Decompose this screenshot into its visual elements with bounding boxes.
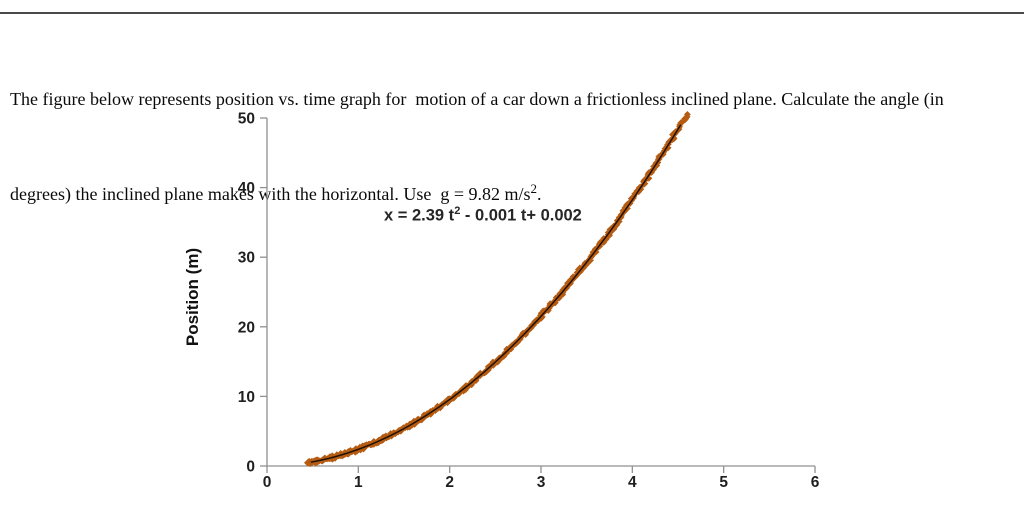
equation-annotation: x = 2.39 t2 - 0.001 t+ 0.002 (384, 205, 582, 225)
equation-superscript: 2 (454, 205, 461, 217)
y-axis-tick-label: 0 (246, 459, 255, 476)
y-axis-tick-label: 50 (238, 111, 255, 128)
x-axis-tick-label: 3 (537, 474, 546, 491)
y-axis-title: Position (m) (183, 247, 202, 347)
y-axis-tick-label: 40 (238, 180, 255, 197)
y-axis-tick-label: 30 (238, 250, 255, 267)
y-axis-tick-label: 10 (238, 389, 255, 406)
trendline (310, 124, 682, 463)
x-axis-tick-label: 1 (354, 474, 363, 491)
y-axis-tick-label: 20 (238, 319, 255, 336)
problem-line-1: The figure below represents position vs.… (10, 89, 944, 109)
x-axis-tick-label: 5 (719, 474, 728, 491)
problem-statement: The figure below represents position vs.… (10, 24, 1015, 269)
problem-line-2: degrees) the inclined plane makes with t… (10, 181, 542, 204)
top-divider (0, 12, 1024, 14)
x-axis-tick-label: 6 (811, 474, 820, 491)
x-axis-tick-label: 0 (263, 474, 272, 491)
axis-lines (266, 118, 815, 467)
x-axis-tick-label: 4 (628, 474, 637, 491)
x-axis-tick-label: 2 (445, 474, 454, 491)
scatter-marker-band (304, 111, 691, 467)
superscript-2: 2 (530, 181, 538, 196)
